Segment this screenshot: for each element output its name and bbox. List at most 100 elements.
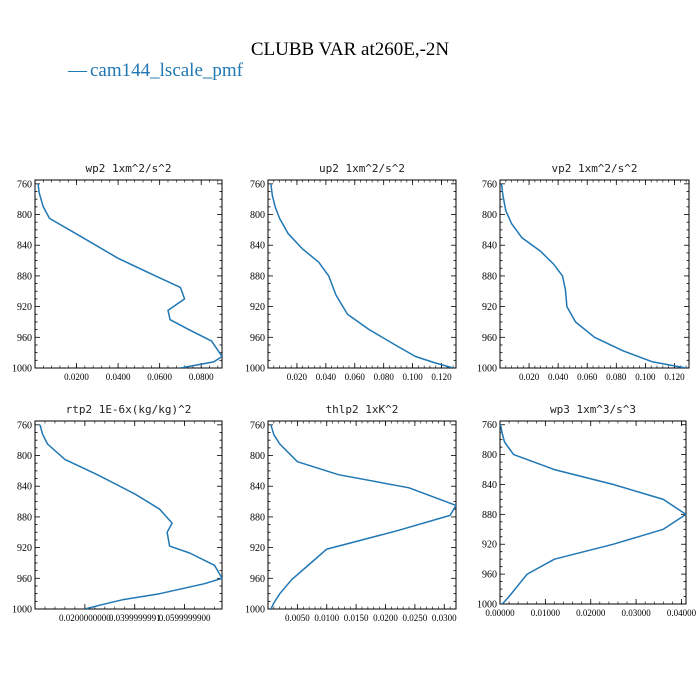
subplot-title: up2 1xm^2/s^2 [319, 162, 405, 175]
series-line [39, 424, 222, 609]
x-tick-label: 0.00000 [485, 608, 515, 618]
subplot-1: wp2 1xm^2/s^2 760 800 840 880 920 960 1000 0.020… [12, 162, 223, 382]
y-tick-label: 800 [17, 451, 32, 462]
x-tick-label: 0.0800 [189, 372, 214, 382]
y-tick-label: 1000 [477, 364, 497, 375]
axes-frame [499, 420, 687, 605]
y-tick-label: 1000 [477, 600, 497, 611]
x-tick-label: 0.020 [519, 372, 540, 382]
x-tick-label: 0.0400 [106, 372, 131, 382]
y-tick-label: 960 [17, 574, 32, 585]
x-tick-label: 0.0050 [285, 613, 310, 623]
y-tick-label: 800 [250, 451, 265, 462]
y-tick-label: 840 [17, 482, 32, 493]
y-tick-label: 840 [482, 241, 497, 252]
series-line [500, 424, 686, 604]
y-tick-label: 760 [17, 179, 32, 190]
y-tick-label: 880 [482, 271, 497, 282]
y-tick-label: 880 [17, 271, 32, 282]
x-tick-label: 0.120 [664, 372, 685, 382]
y-tick-label: 760 [250, 179, 265, 190]
legend: — cam144_lscale_pmf [67, 60, 244, 81]
x-tick-label: 0.040 [548, 372, 569, 382]
y-tick-label: 920 [482, 302, 497, 313]
x-tick-label: 0.080 [374, 372, 395, 382]
y-tick-label: 920 [250, 302, 265, 313]
axes-frame [267, 420, 457, 610]
subplot-5: thlp2 1xK^2 760 800 840 880 920 960 1000 0.0050 0… [245, 403, 457, 623]
subplot-6: wp3 1xm^3/s^3 760 800 840 880 920 960 10000.000… [477, 403, 697, 618]
y-tick-label: 1000 [245, 605, 265, 616]
y-tick-label: 960 [482, 570, 497, 581]
x-tick-label: 0.0250 [403, 613, 428, 623]
x-tick-label: 0.120 [431, 372, 452, 382]
x-tick-label: 0.03000 [621, 608, 651, 618]
subplot-title: wp2 1xm^2/s^2 [85, 162, 171, 175]
y-tick-label: 880 [250, 512, 265, 523]
y-tick-label: 1000 [12, 364, 32, 375]
x-tick-label: 0.04000 [667, 608, 697, 618]
y-tick-label: 800 [482, 450, 497, 461]
y-tick-label: 800 [482, 210, 497, 221]
y-tick-label: 760 [17, 420, 32, 431]
y-tick-label: 800 [17, 210, 32, 221]
figure-title: CLUBB VAR at260E,-2N [251, 39, 450, 60]
x-tick-label: 0.0399999991 [109, 613, 161, 623]
subplot-title: rtp2 1E-6x(kg/kg)^2 [66, 403, 192, 416]
subplot-grid: wp2 1xm^2/s^2 760 800 840 880 920 960 1000 0.020… [12, 162, 697, 623]
x-tick-label: 0.0300 [432, 613, 457, 623]
y-tick-label: 800 [250, 210, 265, 221]
x-tick-label: 0.060 [345, 372, 366, 382]
y-tick-label: 760 [482, 420, 497, 431]
y-tick-label: 960 [17, 333, 32, 344]
y-tick-label: 840 [17, 241, 32, 252]
axes-frame [499, 179, 690, 369]
subplot-2: up2 1xm^2/s^2 760 800 840 880 920 960 1000 0.020… [245, 162, 457, 382]
series-line [270, 183, 454, 368]
x-tick-label: 0.100 [635, 372, 656, 382]
y-tick-label: 760 [482, 179, 497, 190]
y-tick-label: 880 [482, 510, 497, 521]
x-tick-label: 0.060 [577, 372, 598, 382]
y-tick-label: 920 [482, 540, 497, 551]
legend-line-glyph: — [67, 60, 88, 81]
subplot-title: wp3 1xm^3/s^3 [550, 403, 636, 416]
y-tick-label: 920 [17, 302, 32, 313]
series-line [37, 183, 222, 368]
y-tick-label: 760 [250, 420, 265, 431]
x-tick-label: 0.0200 [373, 613, 398, 623]
subplot-title: vp2 1xm^2/s^2 [551, 162, 637, 175]
y-tick-label: 960 [482, 333, 497, 344]
y-tick-label: 880 [17, 512, 32, 523]
x-tick-label: 0.100 [402, 372, 423, 382]
x-tick-label: 0.0200000000 [59, 613, 111, 623]
subplot-title: thlp2 1xK^2 [326, 403, 399, 416]
x-tick-label: 0.080 [606, 372, 627, 382]
subplot-3: vp2 1xm^2/s^2 760 800 840 880 920 960 1000 0.020… [477, 162, 690, 382]
x-tick-label: 0.0150 [344, 613, 369, 623]
y-tick-label: 920 [250, 543, 265, 554]
y-tick-label: 1000 [245, 364, 265, 375]
x-tick-label: 0.0100 [314, 613, 339, 623]
y-tick-label: 840 [250, 241, 265, 252]
y-tick-label: 880 [250, 271, 265, 282]
x-tick-label: 0.02000 [576, 608, 606, 618]
y-tick-label: 1000 [12, 605, 32, 616]
axes-frame [267, 179, 457, 369]
series-line [500, 183, 687, 368]
x-tick-label: 0.0600 [147, 372, 172, 382]
x-tick-label: 0.040 [316, 372, 337, 382]
y-tick-label: 920 [17, 543, 32, 554]
y-tick-label: 840 [250, 482, 265, 493]
axes-frame [34, 420, 223, 610]
legend-label: cam144_lscale_pmf [90, 60, 244, 81]
subplot-4: rtp2 1E-6x(kg/kg)^2 760 800 840 880 920 960 100… [12, 403, 223, 623]
x-tick-label: 0.0599999900 [159, 613, 211, 623]
y-tick-label: 840 [482, 480, 497, 491]
x-tick-label: 0.01000 [531, 608, 561, 618]
y-tick-label: 960 [250, 333, 265, 344]
series-line [270, 424, 456, 609]
axes-frame [34, 179, 223, 369]
x-tick-label: 0.020 [287, 372, 308, 382]
